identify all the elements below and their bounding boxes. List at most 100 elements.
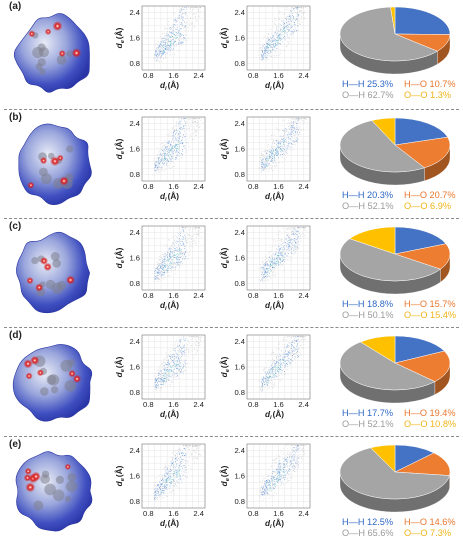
panel-separator — [4, 218, 459, 219]
fingerprint-plot: 0.80.8 1.6 1.6 2.4 2.4 di(Å) de(Å) — [114, 5, 206, 92]
legend-label: O—H — [342, 201, 365, 211]
x-tick-label: 0.8 — [143, 182, 154, 191]
x-tick-label: 1.6 — [168, 509, 179, 518]
panel-label: (e) — [9, 439, 22, 450]
fingerprint-density-points — [160, 468, 181, 494]
legend-value: 7.3% — [430, 528, 451, 538]
atom-shadow — [64, 380, 77, 392]
legend-value: 18.8% — [367, 299, 394, 309]
legend-label: H—O — [404, 299, 427, 309]
legend-value: 52.1% — [367, 201, 394, 211]
fingerprint-full-region — [258, 6, 307, 63]
legend-value: 15.4% — [430, 310, 457, 320]
legend-label: H—O — [404, 408, 427, 418]
y-axis-label: de(Å) — [219, 247, 231, 268]
contact-spot — [36, 369, 44, 377]
x-tick-label: 0.8 — [248, 400, 259, 409]
x-tick-label: 2.4 — [193, 291, 204, 300]
fingerprint-density-points — [163, 140, 181, 161]
pie-slice-ho — [394, 350, 451, 382]
panel-row: (e) 0.8 0.8 1.6 1.6 2.4 2.4 di(Å) de(Å) 0.8 0.8 1.6… — [0, 438, 463, 546]
x-tick-label: 1.6 — [168, 291, 179, 300]
fingerprint-contact-points — [260, 227, 300, 281]
atom-shadow — [67, 473, 77, 482]
contact-spot — [72, 374, 82, 384]
y-tick-label: 1.6 — [234, 145, 245, 154]
contact-spot — [30, 355, 40, 365]
pie-legend: H—H 17.7% H—O 19.4% O—H 52.1% O—O 10.8% — [342, 408, 462, 430]
legend-value: 17.7% — [367, 408, 394, 418]
atom-shadow — [65, 480, 78, 493]
pie-slice-hh — [394, 226, 447, 255]
y-tick-label: 2.4 — [129, 337, 140, 346]
x-tick-label: 2.4 — [193, 400, 204, 409]
x-tick-label: 2.4 — [298, 71, 309, 80]
pie-slice-hh — [394, 335, 445, 364]
legend-value: 20.3% — [367, 190, 394, 200]
legend-label: O—H — [342, 528, 365, 538]
x-tick-label: 0.8 — [143, 509, 154, 518]
contact-spot — [24, 467, 32, 475]
contact-spot — [44, 28, 52, 35]
contact-spot — [27, 181, 35, 189]
x-tick-label: 2.4 — [298, 509, 309, 518]
y-tick-label: 1.6 — [234, 472, 245, 481]
atom-shadow — [64, 495, 72, 503]
legend-label: O—O — [404, 419, 428, 429]
legend-entry: O—H 62.7% — [342, 90, 404, 101]
legend-value: 10.7% — [429, 79, 456, 89]
y-tick-label: 2.4 — [129, 228, 140, 237]
legend-entry: O—O 15.4% — [404, 310, 456, 321]
x-tick-label: 0.8 — [248, 509, 259, 518]
fingerprint-plot: 0.80.8 1.6 1.6 2.4 2.4 di(Å) de(Å) — [114, 116, 206, 203]
y-tick-label: 2.4 — [234, 228, 245, 237]
x-tick-label: 1.6 — [273, 509, 284, 518]
legend-label: O—H — [342, 90, 365, 100]
x-tick-label: 2.4 — [298, 291, 309, 300]
atom-shadow — [37, 58, 46, 67]
x-axis-label: di(Å) — [265, 191, 284, 203]
x-tick-label: 0.8 — [248, 182, 259, 191]
fingerprint-density-points — [266, 465, 286, 492]
fingerprint-plot: 0.80.8 1.6 1.6 2.4 2.4 di(Å) de(Å) — [219, 334, 311, 421]
fingerprint-contact-points — [153, 444, 187, 500]
x-tick-label: 1.6 — [273, 291, 284, 300]
x-tick-label: 1.6 — [168, 182, 179, 191]
contact-pie-chart — [339, 6, 451, 75]
x-axis-label: di(Å) — [160, 80, 179, 92]
x-tick-label: 2.4 — [193, 182, 204, 191]
y-tick-label: 0.8 — [234, 388, 245, 397]
fingerprint-plot: 0.80.8 1.6 1.6 2.4 2.4 di(Å) de(Å) — [219, 5, 311, 92]
fingerprint-contact-points — [260, 6, 300, 61]
y-tick-label: 1.6 — [129, 363, 140, 372]
legend-entry: O—H 50.1% — [342, 310, 404, 321]
legend-label: H—O — [404, 79, 427, 89]
panel-row: (a) 0.8 0.8 1.6 1.6 2.4 2.4 di(Å) de(Å) 0.8 0.8 1.6… — [0, 0, 463, 108]
x-axis-label: di(Å) — [160, 409, 179, 421]
legend-label: O—O — [404, 90, 428, 100]
x-tick-label: 0.8 — [143, 400, 154, 409]
x-axis-label: di(Å) — [160, 191, 179, 203]
contact-spot — [59, 176, 69, 186]
legend-value: 1.3% — [430, 90, 451, 100]
atom-shadow — [50, 386, 59, 394]
fingerprint-full-region — [153, 335, 203, 392]
legend-value: 14.6% — [429, 517, 456, 527]
y-tick-label: 1.6 — [129, 254, 140, 263]
fingerprint-contact-points — [260, 335, 300, 392]
contact-spot — [35, 283, 44, 292]
y-axis-label: de(Å) — [114, 247, 126, 268]
legend-entry: H—O 19.4% — [404, 408, 456, 419]
legend-entry: H—H 20.3% — [342, 190, 404, 201]
pie-legend: H—H 18.8% H—O 15.7% O—H 50.1% O—O 15.4% — [342, 299, 462, 321]
fingerprint-density-points — [161, 357, 180, 385]
legend-value: 10.8% — [430, 419, 457, 429]
pie-slice-ho — [394, 136, 451, 169]
y-tick-label: 1.6 — [234, 254, 245, 263]
fingerprint-full-region — [258, 226, 307, 283]
legend-value: 65.6% — [367, 528, 394, 538]
fingerprint-density-points — [161, 248, 181, 273]
x-tick-label: 1.6 — [168, 71, 179, 80]
y-axis-label: de(Å) — [114, 465, 126, 486]
x-tick-label: 0.8 — [143, 71, 154, 80]
